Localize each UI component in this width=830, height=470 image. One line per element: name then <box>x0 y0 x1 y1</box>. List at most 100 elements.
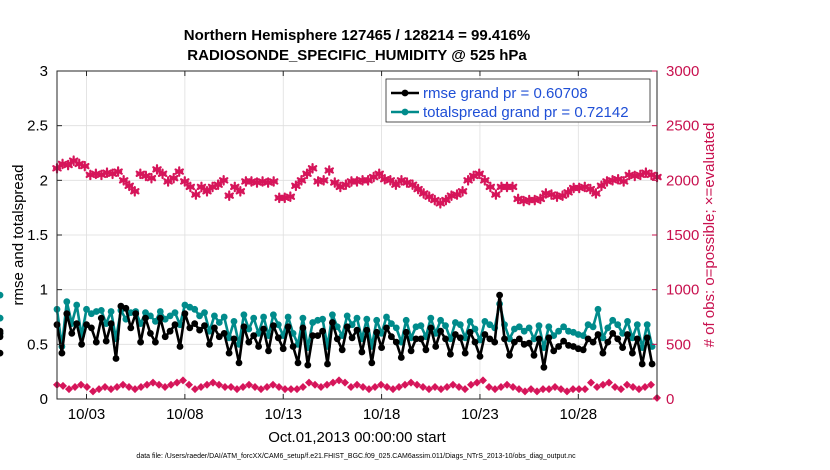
rmse-point <box>609 330 617 337</box>
totalspread-point <box>211 312 218 320</box>
totalspread-point <box>83 305 90 313</box>
obs-low-marker <box>347 382 355 391</box>
right-tick-label: 2500 <box>666 118 699 135</box>
left-tick-label: 2.5 <box>27 118 48 135</box>
obs-low-marker <box>191 385 199 394</box>
obs-low-marker <box>233 385 241 394</box>
obs-low-marker <box>119 380 127 389</box>
obs-low-marker <box>257 385 265 394</box>
obs-low-marker <box>401 380 409 389</box>
obs-possible-marker <box>124 180 134 192</box>
obs-low-marker <box>629 382 637 391</box>
rmse-point <box>240 323 248 331</box>
totalspread-point <box>299 314 307 322</box>
obs-low-marker <box>263 382 271 391</box>
obs-low-marker <box>173 378 181 387</box>
rmse-point <box>161 333 169 341</box>
totalspread-point <box>152 318 159 325</box>
totalspread-point <box>471 325 479 333</box>
totalspread-point <box>643 321 651 329</box>
obs-possible-marker <box>96 169 107 181</box>
obs-low-marker <box>635 385 643 394</box>
obs-low-marker <box>299 382 307 391</box>
rmse-point <box>294 359 302 367</box>
rmse-point <box>152 338 159 346</box>
rmse-point <box>181 310 189 318</box>
legend-box <box>385 78 651 123</box>
obs-low-marker <box>197 382 205 391</box>
obs-low-marker <box>269 380 277 389</box>
rmse-point <box>166 327 174 335</box>
obs-low-marker <box>323 380 331 389</box>
rmse-point <box>579 346 587 354</box>
rmse-point <box>78 340 85 348</box>
totalspread-point <box>466 318 474 325</box>
rmse-point <box>388 333 395 341</box>
rmse-point <box>481 331 489 338</box>
totalspread-point <box>142 309 149 316</box>
totalspread-point <box>215 319 223 326</box>
obs-possible-marker <box>224 190 234 201</box>
rmse-point <box>137 338 145 346</box>
rmse-point <box>333 335 341 343</box>
obs-low-marker <box>155 380 163 389</box>
totalspread-point <box>535 322 543 330</box>
obs-low-marker <box>305 378 313 387</box>
obs-low-marker <box>65 385 73 394</box>
left-tick-label: 2 <box>40 172 48 189</box>
obs-possible-marker <box>157 168 168 180</box>
obs-low-marker <box>275 382 283 391</box>
obs-low-marker <box>623 380 631 389</box>
totalspread-point <box>388 320 395 327</box>
obs-low-marker <box>107 385 115 394</box>
obs-low-marker <box>143 380 151 389</box>
x-tick-label: 10/08 <box>166 406 204 423</box>
obs-possible-marker <box>191 189 201 200</box>
rmse-point <box>156 314 164 322</box>
obs-possible-marker <box>507 181 518 193</box>
x-tick-label: 10/03 <box>68 406 106 423</box>
obs-low-marker <box>95 385 103 394</box>
obs-low-marker <box>491 385 499 394</box>
obs-low-marker <box>533 387 541 396</box>
data-file-footnote: data file: /Users/raeder/DAI/ATM_forcXX/… <box>136 453 576 460</box>
rmse-point <box>142 314 149 322</box>
obs-low-marker <box>503 380 511 389</box>
obs-low-marker <box>485 382 493 391</box>
rmse-point <box>619 344 626 351</box>
rmse-point <box>525 339 533 347</box>
obs-possible-marker <box>113 166 123 177</box>
right-axis-ticks: 0 500 1000 1500 2000 2500 3000 <box>652 63 699 408</box>
obs-low-marker <box>131 385 139 394</box>
totalspread-point <box>260 313 267 321</box>
obs-possible-marker <box>641 167 651 178</box>
left-axis-ticks: 0 0.5 1 1.5 2 2.5 3 <box>27 63 62 408</box>
totalspread-point <box>594 305 602 313</box>
totalspread-point <box>545 323 553 331</box>
rmse-point <box>452 331 459 338</box>
rmse-point <box>643 334 651 342</box>
totalspread-point <box>220 313 228 321</box>
obs-low-marker <box>557 385 565 394</box>
totalspread-point <box>427 314 435 322</box>
rmse-point <box>456 334 464 342</box>
totalspread-point <box>230 318 238 325</box>
obs-low-marker <box>461 385 469 394</box>
obs-possible-marker <box>180 176 190 187</box>
totalspread-point <box>156 308 164 315</box>
legend-rmse-marker <box>401 89 409 97</box>
totalspread-point <box>363 315 371 323</box>
obs-low-marker <box>551 382 559 391</box>
rmse-point <box>648 360 656 368</box>
obs-low-marker <box>563 387 571 396</box>
obs-low-marker <box>443 382 451 391</box>
obs-low-marker <box>287 385 295 394</box>
totalspread-point <box>555 327 562 335</box>
rmse-point <box>97 314 105 322</box>
left-tick-label: 0 <box>40 391 48 408</box>
rmse-point <box>417 335 425 343</box>
totalspread-point <box>614 321 622 329</box>
obs-possible-marker <box>218 175 229 186</box>
rmse-point <box>270 322 277 330</box>
